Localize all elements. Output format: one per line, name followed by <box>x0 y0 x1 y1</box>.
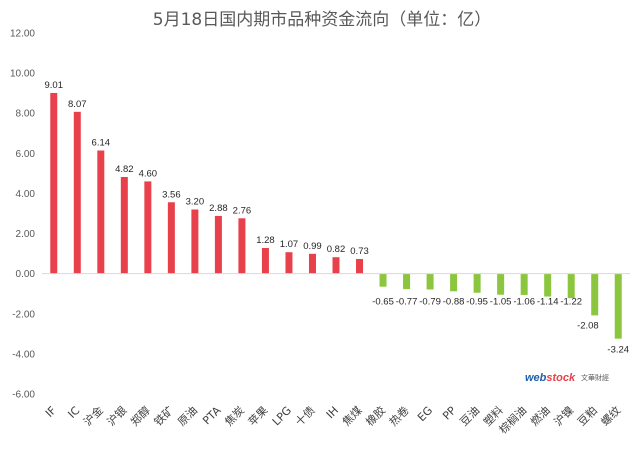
bar-焦炭 <box>238 218 246 274</box>
bar-原油 <box>191 209 199 274</box>
y-tick-label: -6.00 <box>12 390 35 401</box>
data-label: -1.14 <box>537 297 559 308</box>
data-label: -0.65 <box>372 297 394 308</box>
category-label: LPG <box>270 404 294 428</box>
data-label: -0.88 <box>443 297 465 308</box>
category-label: 橡胶 <box>363 403 388 428</box>
category-label: 沪镍 <box>551 403 576 428</box>
bar-豆油 <box>473 273 481 293</box>
data-label: -0.77 <box>396 297 418 308</box>
logo-cn: 文華財經 <box>581 373 609 382</box>
data-label: -1.22 <box>560 297 582 308</box>
bar-焦煤 <box>356 259 364 274</box>
category-label: IF <box>43 404 59 420</box>
data-label: 0.82 <box>327 244 346 255</box>
y-tick-label: 6.00 <box>16 149 36 160</box>
data-label: 3.56 <box>162 189 181 200</box>
bar-EG <box>426 273 434 290</box>
category-label: 铁矿 <box>152 404 177 429</box>
data-label: -1.06 <box>513 297 535 308</box>
data-label: 8.07 <box>68 99 87 110</box>
bar-橡胶 <box>379 273 387 287</box>
data-label: 4.60 <box>139 168 158 179</box>
category-label: 沪金 <box>80 403 105 428</box>
y-tick-label: 0.00 <box>16 269 36 280</box>
bar-热卷 <box>403 273 411 290</box>
data-label: 1.07 <box>280 239 299 250</box>
category-label: IH <box>324 404 341 421</box>
category-label: 原油 <box>175 403 200 428</box>
category-label: 螺纹 <box>598 403 623 428</box>
y-tick-label: -2.00 <box>12 309 35 320</box>
category-label: 沪银 <box>104 403 129 428</box>
category-label: 燃油 <box>527 403 552 428</box>
category-label: 豆油 <box>457 403 482 428</box>
bars <box>50 92 622 339</box>
bar-豆粕 <box>591 273 599 316</box>
y-axis: -6.00 -4.00 -2.00 0.00 2.00 4.00 6.00 8.00 10.00… <box>10 29 35 401</box>
category-label: 焦炭 <box>222 404 247 429</box>
logo-brand: webstock <box>525 372 576 384</box>
chart-title: 5月18日国内期市品种资金流向（单位：亿） <box>153 10 491 30</box>
data-label: -3.24 <box>607 345 629 356</box>
bar-棕榈油 <box>520 273 528 295</box>
category-label: 焦煤 <box>340 404 365 429</box>
bar-螺纹 <box>614 273 622 339</box>
bar-PTA <box>214 215 222 274</box>
bar-沪金 <box>97 150 105 274</box>
data-label: 9.01 <box>45 80 64 91</box>
bar-IF <box>50 92 58 274</box>
data-label: 2.88 <box>209 203 228 214</box>
bar-PP <box>450 273 458 292</box>
bar-铁矿 <box>167 202 175 274</box>
category-label: 郑醇 <box>128 403 153 428</box>
data-label: -0.79 <box>419 297 441 308</box>
bar-十债 <box>308 253 316 274</box>
category-label: PP <box>440 404 459 423</box>
data-labels: 9.01 8.07 6.14 4.82 4.60 3.56 3.20 2.88 2.76 1.28… <box>45 80 630 356</box>
category-label: 十债 <box>292 403 317 428</box>
category-label: 热卷 <box>386 403 411 428</box>
data-label: 2.76 <box>233 205 252 216</box>
data-label: 0.73 <box>350 246 369 257</box>
webstock-logo: webstock 文華財經 <box>525 372 609 384</box>
bar-塑料 <box>497 273 505 295</box>
category-label: 棕榈油 <box>496 403 529 436</box>
bar-苹果 <box>261 247 269 274</box>
bar-沪银 <box>120 176 128 274</box>
bar-燃油 <box>544 273 552 297</box>
data-label: -1.05 <box>490 297 512 308</box>
data-label: 0.99 <box>303 241 322 252</box>
y-tick-label: -4.00 <box>12 349 35 360</box>
category-label: IC <box>65 404 82 421</box>
data-label: -0.95 <box>466 297 488 308</box>
bar-IH <box>332 257 340 274</box>
bar-IC <box>73 111 81 274</box>
y-tick-label: 8.00 <box>16 109 36 120</box>
y-tick-label: 10.00 <box>10 69 35 80</box>
data-label: -2.08 <box>577 320 599 331</box>
bar-LPG <box>285 252 293 274</box>
data-label: 1.28 <box>256 235 275 246</box>
category-label: PTA <box>200 404 224 428</box>
bar-沪镍 <box>567 273 575 299</box>
y-tick-label: 12.00 <box>10 29 35 40</box>
category-label: 苹果 <box>245 403 270 428</box>
y-tick-label: 2.00 <box>16 229 36 240</box>
data-label: 3.20 <box>186 196 205 207</box>
y-tick-label: 4.00 <box>16 189 36 200</box>
category-label: EG <box>415 404 435 424</box>
category-label: 豆粕 <box>574 403 599 428</box>
data-label: 4.82 <box>115 164 134 175</box>
data-label: 6.14 <box>92 138 111 149</box>
bar-郑醇 <box>144 181 152 274</box>
